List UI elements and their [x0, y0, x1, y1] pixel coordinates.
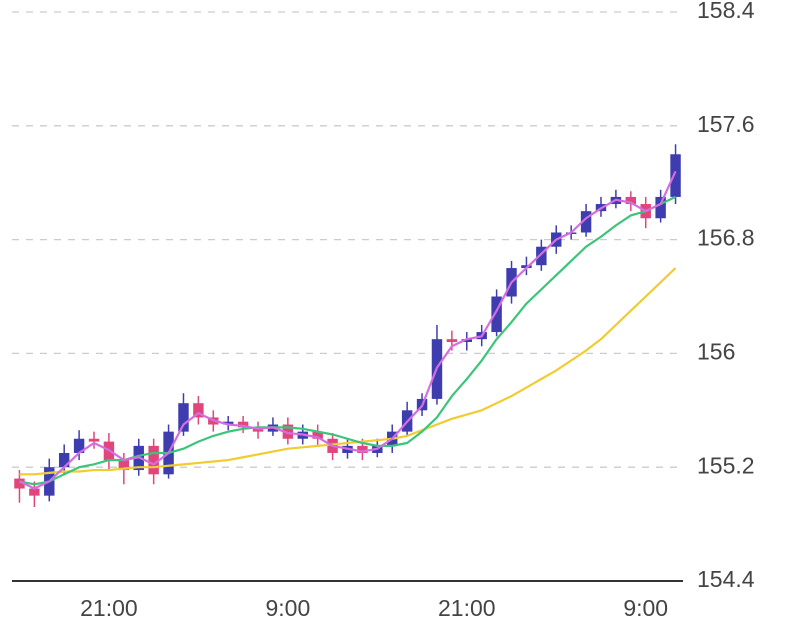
- x-tick-label: 21:00: [80, 595, 138, 621]
- candle-body: [655, 196, 666, 219]
- candle-body: [73, 438, 85, 453]
- y-tick-label: 154.4: [697, 566, 755, 592]
- x-tick-label: 21:00: [438, 595, 496, 621]
- candle-body: [58, 452, 70, 468]
- candle-body: [88, 438, 100, 442]
- candle-body: [222, 421, 234, 425]
- candle-body: [148, 445, 159, 475]
- y-tick-label: 156.8: [697, 225, 755, 251]
- y-tick-label: 156: [697, 338, 735, 364]
- candle-body: [461, 339, 473, 343]
- candle-body: [625, 196, 637, 205]
- candle-body: [14, 478, 25, 489]
- candle-body: [29, 488, 40, 496]
- candle-body: [491, 296, 502, 333]
- y-tick-label: 155.2: [697, 452, 755, 478]
- y-tick-label: 158.4: [697, 0, 755, 23]
- x-tick-label: 9:00: [265, 595, 310, 621]
- moving-average-line: [19, 267, 677, 476]
- candle-body: [193, 403, 204, 418]
- y-tick-label: 157.6: [697, 111, 755, 137]
- candle-body: [237, 421, 249, 428]
- candle-body: [312, 431, 323, 439]
- candle-body: [357, 445, 368, 453]
- candle-body: [118, 460, 130, 471]
- candle-body: [446, 339, 458, 343]
- x-tick-label: 9:00: [623, 595, 668, 621]
- candle-body: [580, 211, 592, 233]
- candle-body: [282, 424, 294, 439]
- candle-body: [178, 403, 189, 432]
- candle-body: [670, 154, 681, 197]
- moving-average-line: [18, 170, 677, 490]
- candle-body: [536, 246, 547, 266]
